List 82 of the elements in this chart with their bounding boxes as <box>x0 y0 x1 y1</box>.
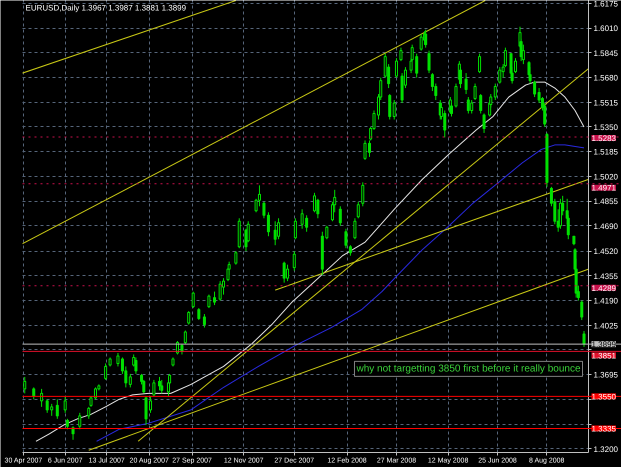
candlestick <box>364 140 367 160</box>
y-tick-label: 1.4190 <box>594 296 619 306</box>
candlestick <box>478 53 482 74</box>
y-tick-label: 1.3200 <box>594 444 619 454</box>
candlestick <box>344 228 348 249</box>
ref-line-label: 1.4971 <box>592 184 617 193</box>
candlestick <box>160 379 164 394</box>
candlestick <box>213 291 216 306</box>
candlestick <box>64 396 67 414</box>
y-tick-label: 1.5350 <box>594 122 619 132</box>
y-tick-label: 1.4520 <box>594 247 619 256</box>
y-tick-label: 1.5020 <box>594 172 619 182</box>
candlestick <box>134 356 138 374</box>
y-tick-label: 1.4855 <box>594 197 619 206</box>
y-tick-label: 1.5515 <box>594 98 619 108</box>
y-tick-label: 1.4025 <box>594 321 619 330</box>
candlestick <box>348 244 352 256</box>
chart-title: EURUSD,Daily 1.3967 1.3987 1.3881 1.3899 <box>26 4 187 12</box>
candlestick <box>353 218 356 240</box>
candlestick <box>479 94 482 114</box>
ref-line-label: 1.3335 <box>592 424 617 434</box>
candlestick <box>158 376 162 391</box>
candlestick <box>420 34 423 52</box>
candlestick <box>87 406 90 420</box>
candlestick <box>56 398 59 420</box>
candlestick <box>202 314 206 328</box>
y-tick-label: 1.4690 <box>594 222 619 231</box>
candlestick <box>533 80 536 98</box>
candlestick <box>294 218 297 240</box>
candlestick <box>474 83 477 101</box>
candlestick <box>286 264 290 282</box>
candlestick <box>104 362 108 380</box>
candlestick <box>394 58 398 78</box>
candlestick <box>184 330 187 344</box>
candlestick <box>361 182 364 207</box>
candlestick <box>46 398 49 414</box>
candlestick <box>274 220 277 246</box>
y-tick-label: 1.5680 <box>594 74 619 83</box>
line-series <box>96 144 585 442</box>
candlestick <box>356 201 360 219</box>
y-tick-label: 1.4355 <box>594 272 619 281</box>
candlestick <box>443 110 446 138</box>
candlestick <box>470 100 474 114</box>
y-tick-label: 1.6010 <box>594 24 619 34</box>
ref-line-label: 1.3899 <box>592 340 617 350</box>
candlestick <box>580 300 584 321</box>
ref-line-label: 1.3851 <box>592 351 617 360</box>
candlestick <box>197 308 200 321</box>
ref-line-label: 1.3550 <box>592 392 617 402</box>
candlestick <box>207 294 210 309</box>
candlestick <box>494 83 497 101</box>
candlestick <box>32 386 36 400</box>
candlestick <box>498 66 502 84</box>
ref-line-label: 1.4289 <box>592 284 617 293</box>
candlestick <box>282 261 286 284</box>
ref-line-label: 1.5283 <box>592 134 617 143</box>
candlestick <box>466 96 470 114</box>
candlestick <box>482 113 486 134</box>
candlestick <box>292 250 296 272</box>
candlestick <box>66 418 69 430</box>
candlestick <box>428 50 431 74</box>
candlestick <box>152 379 156 397</box>
candlestick <box>144 396 148 426</box>
candlestick <box>464 72 468 95</box>
candlestick <box>187 310 190 326</box>
candlestick <box>388 94 392 120</box>
candlestick <box>522 44 525 65</box>
line-series <box>35 82 585 442</box>
candlestick <box>128 373 132 388</box>
candlestick <box>218 280 222 302</box>
y-tick-label: 1.3695 <box>594 370 619 380</box>
y-tick-label: 1.5845 <box>594 48 619 58</box>
candlestick <box>399 47 402 62</box>
annotation: why not targetting 3850 first before it really bounce <box>355 363 581 374</box>
candlestick <box>338 206 342 226</box>
candlestick <box>582 330 586 348</box>
candlestick <box>78 412 82 430</box>
candlestick <box>234 250 238 266</box>
y-tick-label: 1.6175 <box>594 0 619 8</box>
candlestick <box>192 291 195 309</box>
y-tick-label: 1.5185 <box>594 148 619 157</box>
candlestick <box>300 208 304 230</box>
